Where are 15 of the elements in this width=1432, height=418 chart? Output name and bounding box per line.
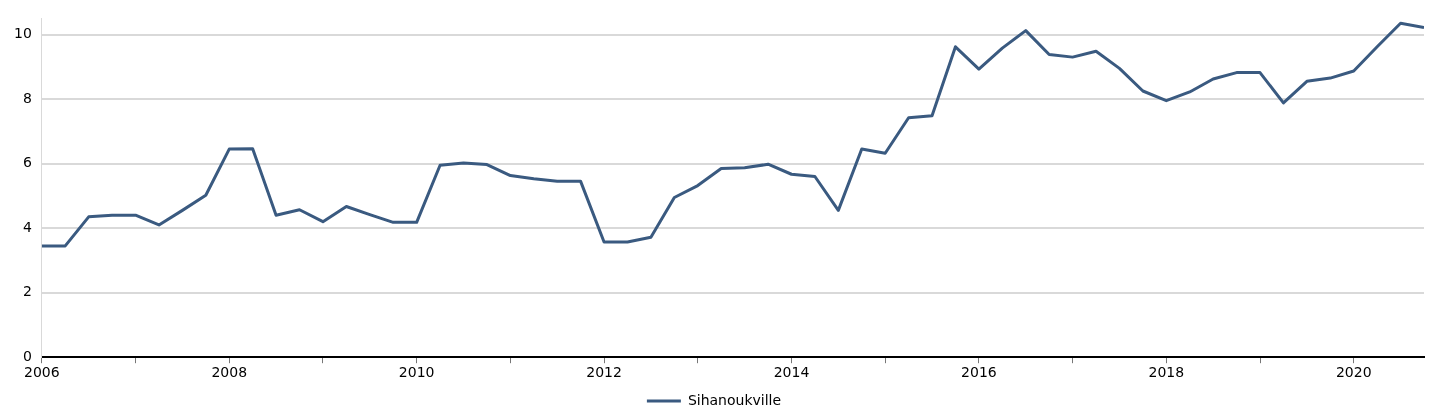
x-tick-label: 2016: [961, 364, 997, 381]
legend-label: Sihanoukville: [687, 391, 782, 408]
y-tick-label: 0: [22, 347, 32, 364]
x-tick-label: 2006: [23, 364, 60, 381]
x-tick-label: 2020: [1335, 364, 1372, 381]
x-tick-label: 2012: [586, 364, 622, 381]
x-tick-label: 2018: [1148, 364, 1185, 381]
y-tick-label: 8: [22, 89, 32, 106]
x-tick-label: 2010: [398, 364, 435, 381]
y-tick-label: 2: [22, 283, 32, 300]
x-tick-label: 2008: [211, 364, 248, 381]
y-tick-label: 4: [22, 218, 32, 235]
y-tick-label: 10: [13, 25, 32, 42]
y-tick-label: 6: [22, 154, 32, 171]
x-tick-label: 2014: [773, 364, 810, 381]
